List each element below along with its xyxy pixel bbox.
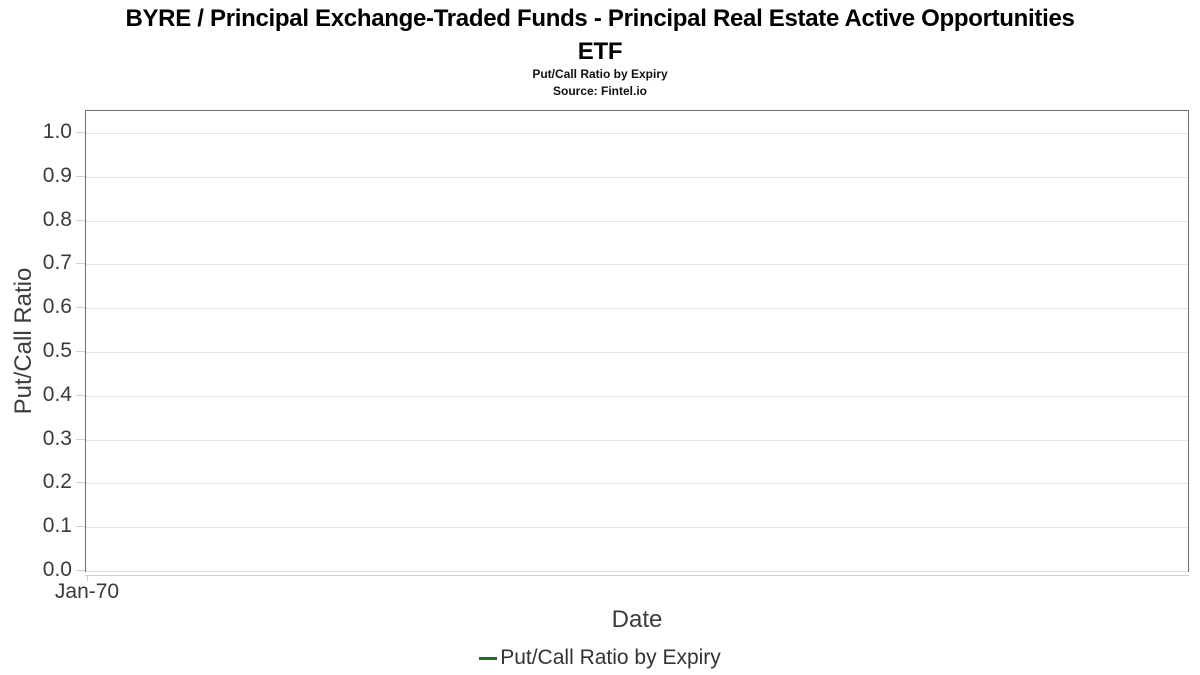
y-tick-mark [76,438,85,440]
chart-title: BYRE / Principal Exchange-Traded Funds -… [0,2,1200,68]
y-tick-label: 0.8 [42,207,72,231]
legend-item-label: Put/Call Ratio by Expiry [500,646,721,669]
y-tick-mark [76,351,85,352]
chart-legend: Put/Call Ratio by Expiry [0,646,1200,670]
y-gridline [86,220,1188,222]
chart-title-line1: BYRE / Principal Exchange-Traded Funds -… [125,5,1075,32]
y-tick-label: 0.3 [42,426,72,450]
y-tick-mark [76,482,85,484]
y-gridline [86,439,1188,441]
y-tick-label: 0.7 [42,251,72,275]
y-tick-mark [76,394,85,396]
legend-line-marker [479,656,498,660]
y-gridline [86,352,1188,353]
chart-source-credit: Source: Fintel.io [552,84,647,98]
y-tick-label: 0.5 [42,339,72,362]
y-tick-label: 0.0 [42,558,72,581]
y-tick-mark [76,570,85,571]
y-gridline [86,571,1188,572]
y-gridline [86,308,1188,310]
y-tick-mark [76,219,85,221]
y-axis-title: Put/Call Ratio [10,267,37,415]
chart-title-line2: ETF [577,38,623,65]
plot-area [85,110,1189,572]
y-gridline [86,527,1188,529]
y-tick-mark [76,132,85,133]
y-tick-label: 1.0 [42,120,72,143]
y-tick-mark [76,526,85,528]
x-tick-label: Jan-70 [54,580,120,603]
y-tick-label: 0.9 [42,163,72,187]
y-tick-label: 0.4 [42,382,72,406]
y-tick-mark [76,175,85,177]
chart-subtitle: Put/Call Ratio by Expiry [532,67,668,81]
x-tick-mark [87,575,88,581]
y-tick-label: 0.1 [42,514,72,538]
y-gridline [86,483,1188,485]
y-gridline [86,264,1188,266]
legend-item-putcall-ratio[interactable]: Put/Call Ratio by Expiry [479,646,721,670]
y-tick-mark [76,263,85,265]
x-axis-title: Date [611,606,663,633]
y-tick-label: 0.2 [42,470,72,494]
y-gridline [86,176,1188,178]
y-gridline [86,133,1188,134]
y-gridline [86,395,1188,397]
y-tick-mark [76,307,85,309]
x-axis-line [85,575,1189,576]
y-tick-label: 0.6 [42,295,72,319]
